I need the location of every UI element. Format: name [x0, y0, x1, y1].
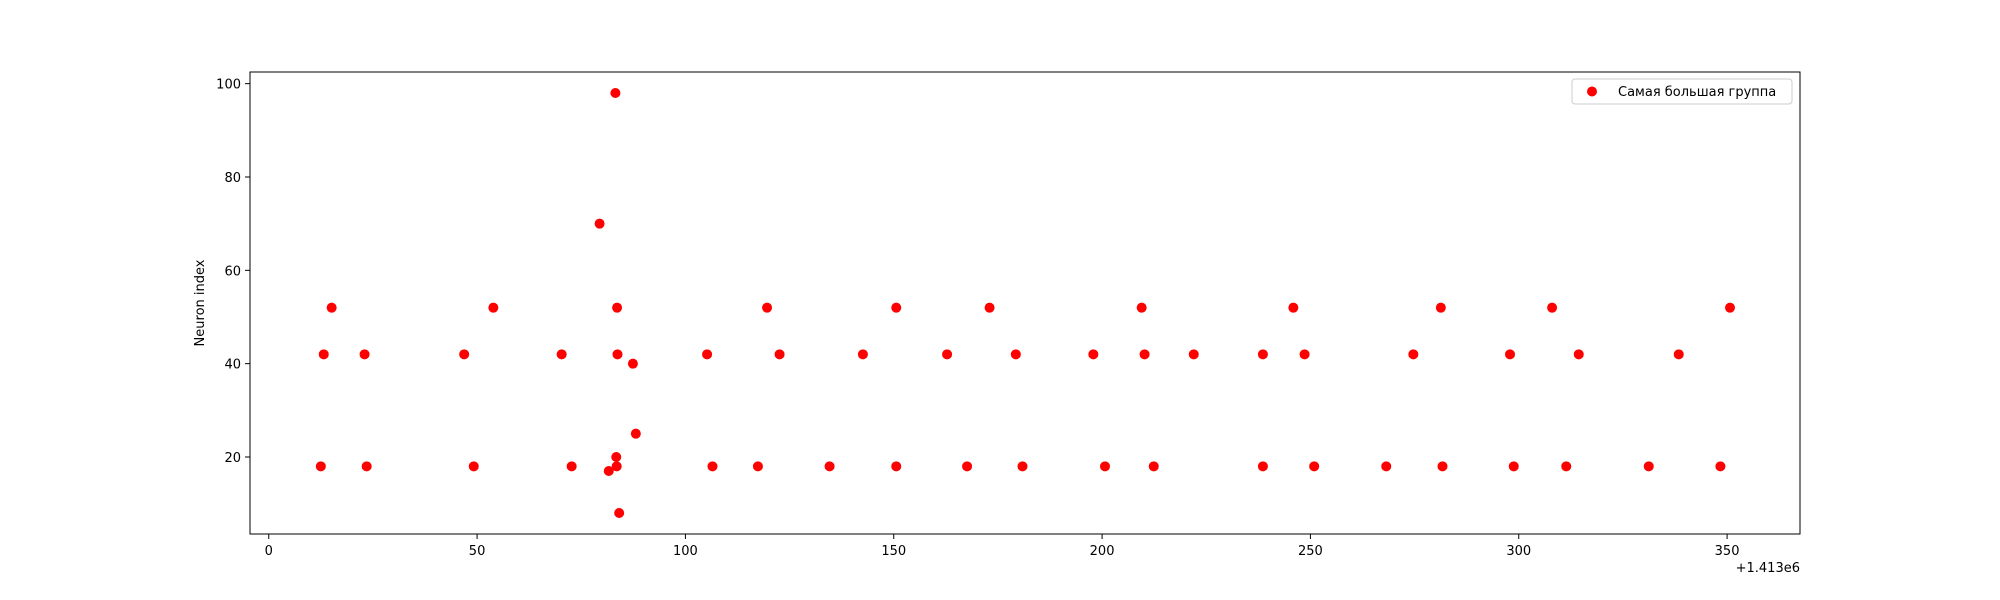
- data-point: [1643, 461, 1654, 472]
- y-tick-label: 100: [216, 78, 241, 93]
- x-offset-label: +1.413e6: [1736, 561, 1800, 576]
- y-axis-ticks: 20 40 60 80 100: [216, 78, 250, 466]
- axes-frame: [249, 71, 1801, 535]
- plot-area: [250, 72, 1800, 534]
- data-point: [1257, 349, 1268, 360]
- data-point: [1725, 302, 1735, 313]
- data-point: [361, 461, 372, 472]
- data-point: [1288, 302, 1299, 313]
- data-point: [891, 461, 902, 472]
- x-tick-label: 300: [1506, 544, 1531, 559]
- data-point: [359, 349, 370, 360]
- x-tick-label: 50: [469, 544, 486, 559]
- data-point: [1505, 349, 1515, 360]
- x-tick-label: 100: [673, 544, 698, 559]
- data-point: [762, 302, 773, 313]
- data-point: [752, 461, 763, 472]
- y-tick-label: 60: [224, 264, 241, 279]
- data-point: [459, 349, 470, 360]
- data-point: [1257, 461, 1268, 472]
- data-points: [315, 88, 1735, 518]
- data-point: [612, 349, 623, 360]
- data-point: [1561, 461, 1572, 472]
- data-point: [1309, 461, 1320, 472]
- data-point: [1435, 302, 1446, 313]
- data-point: [556, 349, 567, 360]
- x-tick-label: 150: [881, 544, 906, 559]
- data-point: [1088, 349, 1099, 360]
- data-point: [707, 461, 718, 472]
- y-tick-label: 40: [224, 358, 241, 373]
- legend-box: [1571, 78, 1793, 105]
- data-point: [942, 349, 953, 360]
- data-point: [1573, 349, 1584, 360]
- data-point: [1437, 461, 1448, 472]
- data-point: [1408, 349, 1419, 360]
- legend-label: Самая большая группа: [1618, 85, 1776, 100]
- data-point: [984, 302, 995, 313]
- data-point: [315, 461, 326, 472]
- data-point: [1299, 349, 1310, 360]
- data-point: [566, 461, 577, 472]
- data-point: [824, 461, 835, 472]
- y-tick-label: 80: [224, 171, 241, 186]
- y-tick-label: 20: [224, 451, 241, 466]
- data-point: [612, 302, 623, 313]
- legend-marker: [1587, 86, 1597, 97]
- x-axis-ticks: 0 50 100 150 200 250 300 350: [265, 534, 1740, 559]
- data-point: [1673, 349, 1684, 360]
- y-axis-label: Neuron index: [193, 259, 208, 346]
- data-point: [962, 461, 973, 472]
- data-point: [1188, 349, 1199, 360]
- data-point: [1547, 302, 1558, 313]
- data-point: [702, 349, 713, 360]
- x-tick-label: 250: [1298, 544, 1323, 559]
- x-tick-label: 200: [1090, 544, 1115, 559]
- data-point: [468, 461, 479, 472]
- data-point: [488, 302, 499, 313]
- data-point: [627, 358, 638, 369]
- data-point: [1148, 461, 1159, 472]
- data-point: [1017, 461, 1028, 472]
- data-point: [891, 302, 902, 313]
- data-point: [1100, 461, 1110, 472]
- data-point: [630, 428, 641, 439]
- data-point: [610, 88, 621, 98]
- data-point: [594, 218, 605, 229]
- data-point: [1139, 349, 1150, 360]
- x-tick-label: 0: [265, 544, 273, 559]
- data-point: [1010, 349, 1021, 360]
- data-point: [611, 452, 622, 462]
- data-point: [318, 349, 329, 360]
- data-point: [774, 349, 785, 360]
- data-point: [326, 302, 337, 313]
- data-point: [603, 466, 614, 476]
- data-point: [857, 349, 868, 360]
- data-point: [611, 461, 622, 472]
- data-point: [1381, 461, 1392, 472]
- data-point: [1508, 461, 1519, 472]
- data-point: [1136, 302, 1147, 313]
- data-point: [1715, 461, 1726, 472]
- x-tick-label: 350: [1715, 544, 1740, 559]
- legend: Самая большая группа: [1571, 78, 1793, 105]
- data-point: [614, 508, 625, 518]
